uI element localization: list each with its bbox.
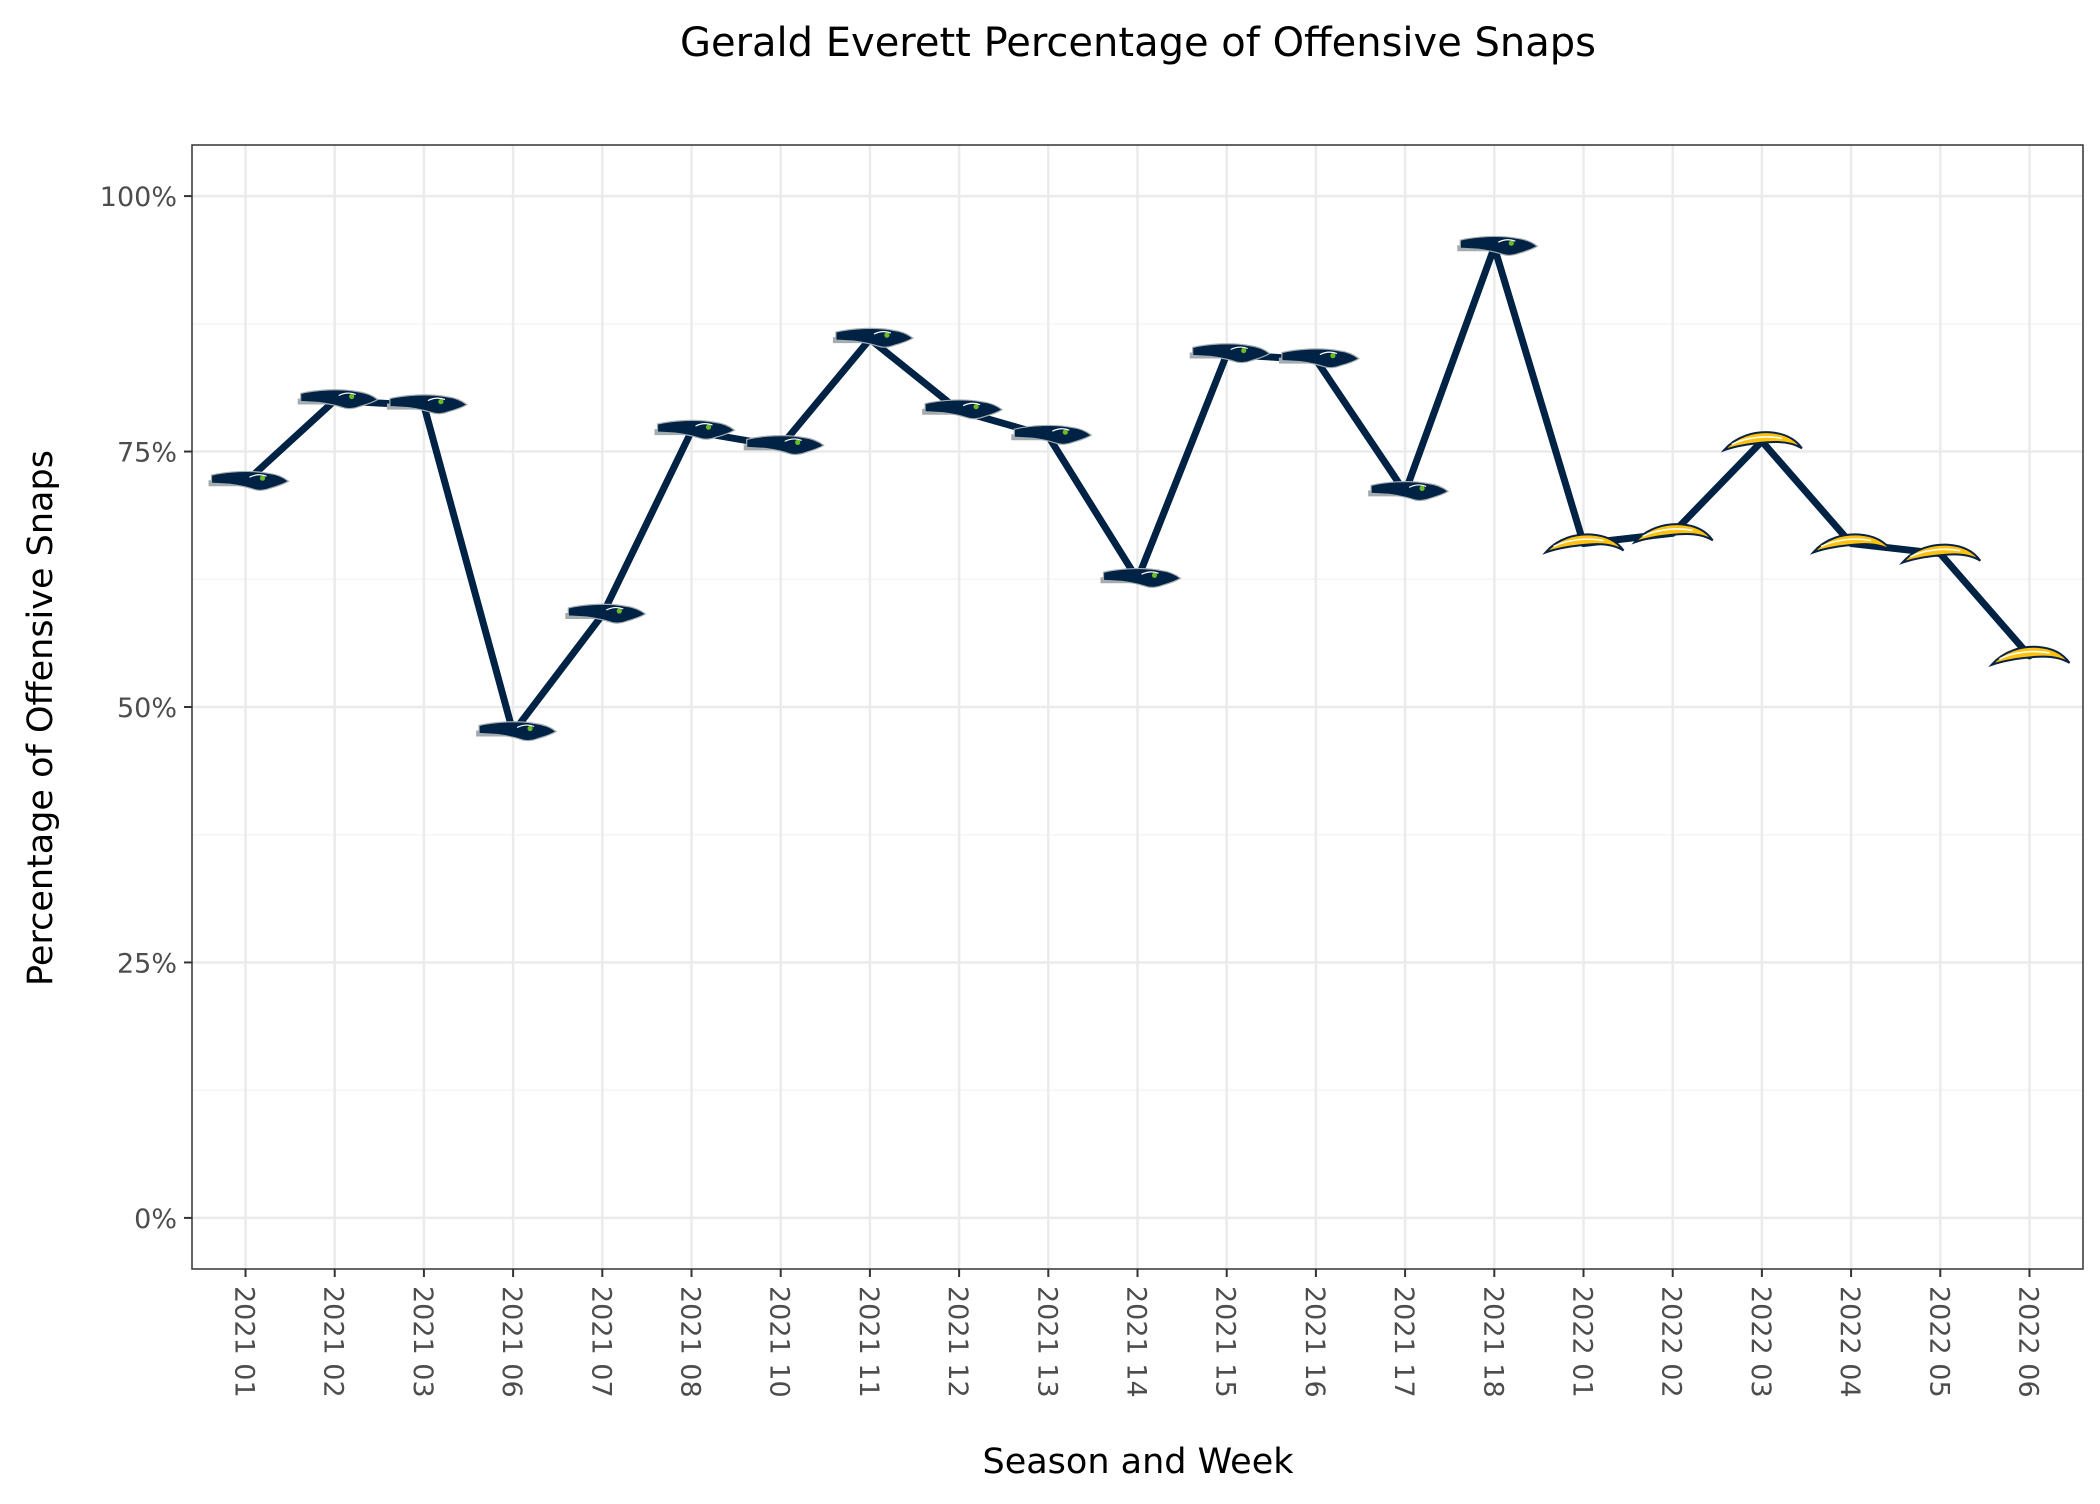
x-tick-label: 2021 13 — [1031, 1286, 1062, 1398]
x-tick-label: 2021 15 — [1210, 1286, 1241, 1398]
x-tick-label: 2021 11 — [853, 1286, 884, 1398]
x-tick-label: 2022 04 — [1834, 1286, 1865, 1398]
chargers-logo-marker — [1720, 431, 1803, 453]
x-tick-label: 2022 05 — [1923, 1286, 1954, 1398]
x-tick-label: 2021 16 — [1299, 1286, 1330, 1398]
seahawks-logo-marker — [743, 435, 825, 456]
y-axis-ticks: 0% 25% 50% 75% 100% — [100, 182, 192, 1235]
x-tick-label: 2022 01 — [1566, 1286, 1597, 1398]
x-tick-label: 2021 10 — [764, 1286, 795, 1398]
seahawks-logo-marker — [1278, 348, 1360, 369]
x-tick-label: 2021 12 — [942, 1286, 973, 1398]
major-gridlines — [192, 145, 2083, 1269]
x-tick-label: 2022 06 — [2012, 1286, 2043, 1398]
x-tick-label: 2021 17 — [1388, 1286, 1419, 1398]
y-tick-label: 75% — [117, 438, 177, 469]
y-axis-title: Percentage of Offensive Snaps — [21, 450, 61, 986]
y-tick-label: 25% — [117, 948, 177, 979]
seahawks-logo-marker — [654, 419, 736, 440]
chargers-logo-marker — [1542, 533, 1625, 555]
x-tick-label: 2021 18 — [1477, 1286, 1508, 1398]
chart-title: Gerald Everett Percentage of Offensive S… — [680, 20, 1596, 66]
x-tick-label: 2021 01 — [229, 1286, 260, 1398]
seahawks-logo-marker — [565, 603, 647, 624]
x-tick-label: 2021 03 — [407, 1286, 438, 1398]
x-tick-label: 2021 02 — [318, 1286, 349, 1398]
x-axis-ticks: 2021 01 2021 02 2021 03 2021 06 2021 07 2021 … — [229, 1269, 2043, 1398]
seahawks-logo-marker — [922, 399, 1004, 420]
chargers-logo-marker — [1899, 543, 1982, 565]
x-tick-label: 2022 02 — [1656, 1286, 1687, 1398]
seahawks-logo-marker — [1189, 343, 1271, 364]
seahawks-logo-marker — [297, 389, 379, 410]
x-tick-label: 2021 14 — [1121, 1286, 1152, 1398]
chargers-logo-marker — [1809, 533, 1892, 555]
seahawks-logo-marker — [476, 721, 558, 742]
x-tick-label: 2022 03 — [1745, 1286, 1776, 1398]
seahawks-logo-marker — [1100, 567, 1182, 588]
seahawks-logo-marker — [832, 327, 914, 348]
seahawks-logo-marker — [1011, 424, 1093, 445]
x-tick-label: 2021 06 — [496, 1286, 527, 1398]
y-tick-label: 50% — [117, 693, 177, 724]
seahawks-logo-marker — [386, 394, 468, 415]
seahawks-logo-marker — [1457, 235, 1539, 256]
x-tick-label: 2021 07 — [585, 1286, 616, 1398]
seahawks-logo-marker — [208, 470, 290, 491]
y-tick-label: 100% — [100, 182, 177, 213]
x-axis-title: Season and Week — [982, 1442, 1294, 1482]
chargers-logo-marker — [1988, 645, 2071, 668]
chargers-logo-marker — [1631, 523, 1714, 545]
y-tick-label: 0% — [134, 1204, 177, 1235]
x-tick-label: 2021 08 — [675, 1286, 706, 1398]
seahawks-logo-marker — [1368, 481, 1450, 502]
team-logo-markers — [208, 235, 2071, 742]
